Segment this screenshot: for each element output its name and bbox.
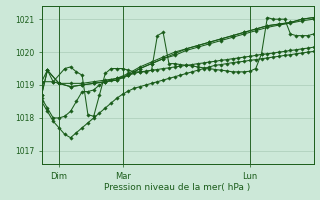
X-axis label: Pression niveau de la mer( hPa ): Pression niveau de la mer( hPa ): [104, 183, 251, 192]
